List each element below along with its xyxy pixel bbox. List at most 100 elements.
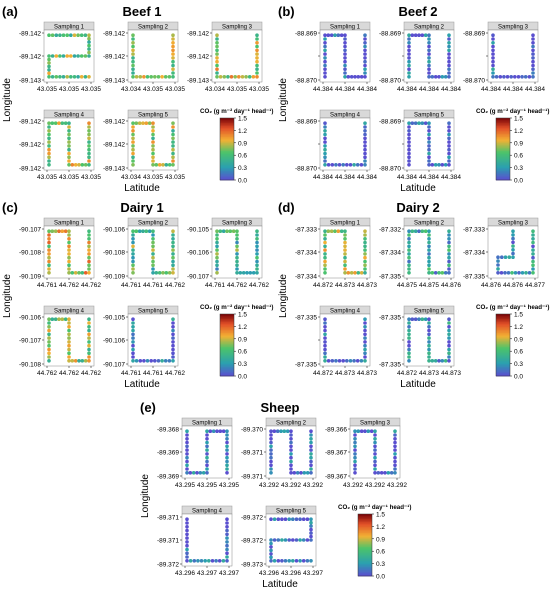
colorbar-segment (496, 365, 510, 368)
data-point (407, 75, 411, 79)
data-point (269, 548, 273, 553)
data-point (131, 267, 135, 271)
x-tick-label: 43.035 (81, 174, 101, 181)
data-point (517, 271, 521, 275)
data-point (185, 555, 189, 559)
data-point (427, 271, 431, 275)
data-point (237, 75, 241, 79)
y-tick-label: -89.142 (103, 142, 125, 149)
data-point (151, 163, 155, 167)
colorbar-segment (496, 125, 510, 128)
colorbar-segment (220, 326, 234, 329)
data-point (72, 33, 77, 37)
data-point (407, 159, 411, 163)
data-point (171, 52, 175, 56)
colorbar-segment (358, 565, 372, 568)
data-point (343, 263, 347, 268)
data-point (511, 233, 515, 237)
colorbar-segment (496, 343, 510, 346)
data-point (427, 237, 431, 241)
data-point (87, 129, 91, 133)
colorbar-segment (358, 557, 372, 560)
data-point (440, 271, 445, 275)
data-point (198, 471, 203, 475)
y-tick-label: -90.107 (187, 274, 209, 281)
data-point (503, 255, 508, 259)
data-point (363, 71, 367, 75)
data-point (171, 317, 175, 322)
colorbar-tick-label: 0.3 (238, 165, 247, 172)
data-point (393, 444, 397, 449)
data-point (407, 48, 411, 53)
colorbar-segment (220, 156, 234, 159)
data-point (333, 33, 337, 37)
data-point (57, 121, 61, 125)
data-point (363, 359, 367, 363)
data-point (269, 433, 273, 437)
data-point (363, 159, 367, 163)
data-point (294, 538, 299, 542)
data-point (151, 237, 155, 241)
data-point (47, 267, 51, 271)
data-point (141, 229, 145, 233)
colorbar-segment (496, 159, 510, 162)
data-point (447, 248, 451, 252)
data-point (215, 255, 219, 260)
data-point (407, 267, 411, 271)
colorbar-segment (220, 329, 234, 332)
data-point (373, 433, 377, 437)
data-point (47, 121, 51, 125)
data-point (363, 37, 367, 41)
data-point (185, 437, 189, 441)
data-point (343, 267, 347, 271)
data-point (427, 263, 431, 268)
colorbar-segment (496, 326, 510, 329)
x-tick-label: 43.035 (59, 174, 79, 181)
data-point (63, 121, 68, 125)
data-point (511, 248, 515, 252)
data-point (407, 121, 411, 125)
data-point (343, 244, 347, 249)
data-point (47, 129, 51, 133)
colorbar-segment (220, 374, 234, 377)
colorbar-tick-label: 1.5 (238, 312, 247, 319)
x-axis-label: Latitude (124, 379, 160, 390)
colorbar-segment (496, 372, 510, 375)
data-point (447, 240, 451, 245)
colorbar-segment (496, 149, 510, 151)
data-point (67, 159, 71, 163)
colorbar-segment (496, 147, 510, 150)
data-point (269, 463, 273, 468)
colorbar-segment (220, 162, 234, 165)
colorbar-frame (219, 117, 235, 181)
data-point (363, 144, 367, 148)
y-tick-label: -87.334 (295, 274, 317, 281)
x-tick-label: 43.034 (121, 174, 141, 181)
colorbar-segment (496, 124, 510, 127)
colorbar-segment (220, 172, 234, 175)
data-point (131, 359, 135, 363)
data-point (215, 271, 219, 275)
x-tick-label: 44.873 (419, 370, 439, 377)
data-point (323, 271, 327, 275)
data-point (137, 229, 142, 233)
data-point (407, 125, 411, 129)
colorbar-segment (496, 170, 510, 173)
data-point (235, 237, 239, 241)
y-tick-label: -87.333 (463, 227, 485, 234)
data-point (151, 244, 155, 249)
colorbar-segment (220, 130, 234, 133)
colorbar-segment (358, 571, 372, 574)
data-point (65, 54, 69, 58)
data-point (47, 347, 51, 352)
data-point (363, 136, 367, 141)
data-point (131, 129, 135, 133)
data-point (410, 229, 415, 233)
data-point (363, 252, 367, 256)
x-tick-label: 44.873 (357, 370, 377, 377)
data-point (255, 229, 259, 233)
data-point (287, 517, 292, 521)
